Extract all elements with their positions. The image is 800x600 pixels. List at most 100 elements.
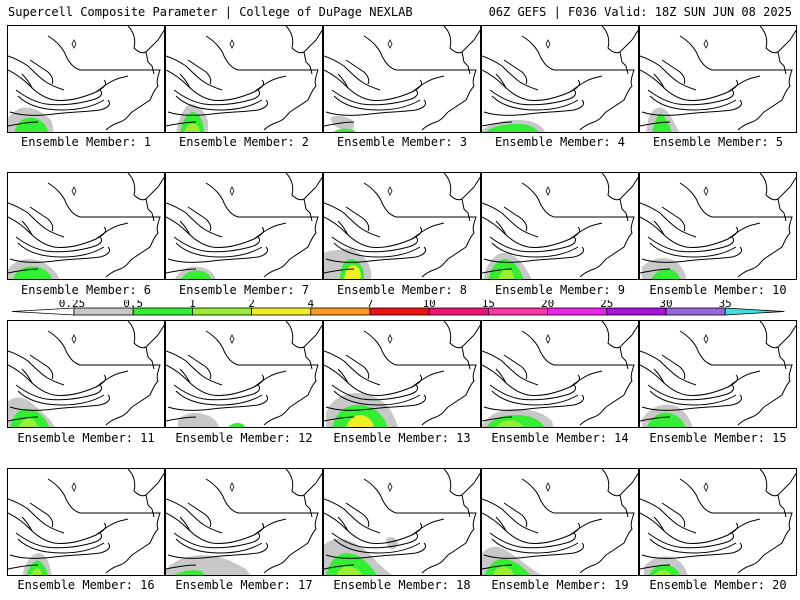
island-marker xyxy=(229,482,235,492)
coastline-border xyxy=(187,206,212,232)
coastline-border xyxy=(345,502,370,528)
coastline-border xyxy=(95,370,129,388)
coastline-border xyxy=(303,494,313,518)
coastline-border xyxy=(521,35,555,71)
coastline-border xyxy=(647,89,735,106)
ensemble-member-label: Ensemble Member: 3 xyxy=(336,135,468,149)
coastline-border xyxy=(303,51,313,75)
ensemble-member-label: Ensemble Member: 7 xyxy=(178,283,310,297)
ensemble-member-label: Ensemble Member: 6 xyxy=(20,283,152,297)
coastline-border xyxy=(411,518,445,536)
coastline-border xyxy=(179,516,191,532)
ensemble-member-label: Ensemble Member: 15 xyxy=(649,431,787,445)
island-marker xyxy=(71,186,77,196)
scale-tick-label: 15 xyxy=(482,300,495,310)
ensemble-map-panel xyxy=(481,172,639,280)
coastline-border xyxy=(47,35,81,71)
ensemble-map-panel xyxy=(165,320,323,428)
coastline-border xyxy=(337,73,349,89)
ensemble-member-label: Ensemble Member: 8 xyxy=(336,283,468,297)
coastline-border xyxy=(238,512,319,556)
island-marker xyxy=(229,39,235,49)
coastline-border xyxy=(324,216,423,248)
scp-contour-fill xyxy=(651,268,680,279)
ensemble-member-label: Ensemble Member: 5 xyxy=(652,135,784,149)
coastline-border xyxy=(411,370,445,388)
coastline-border xyxy=(21,516,33,532)
coastline-border xyxy=(15,236,103,253)
coastline-border xyxy=(482,55,539,91)
coastline-border xyxy=(579,406,607,426)
coastline-border xyxy=(631,176,638,188)
coastline-border xyxy=(8,564,39,570)
ensemble-map-panel xyxy=(481,25,639,133)
coastline-border xyxy=(179,368,191,384)
coastline-border xyxy=(569,370,603,388)
coastline-border xyxy=(640,121,671,127)
scp-map xyxy=(8,321,164,427)
coastline-border xyxy=(396,216,477,260)
coastline-border xyxy=(777,51,787,75)
coastline-border xyxy=(303,346,313,370)
coastline-border xyxy=(661,206,686,232)
coastline-border xyxy=(253,222,287,240)
ensemble-map-panel xyxy=(7,320,165,428)
coastline-border xyxy=(641,246,743,263)
scale-tick-label: 20 xyxy=(541,300,554,310)
coastline-border xyxy=(324,55,381,91)
scp-map xyxy=(166,469,322,575)
coastline-border xyxy=(482,512,581,544)
coastline-border xyxy=(95,75,129,93)
coastline-border xyxy=(647,236,735,253)
coastline-border xyxy=(554,512,635,556)
coastline-border xyxy=(489,236,577,253)
coastline-border xyxy=(324,512,423,544)
coastline-border xyxy=(263,554,291,574)
coastline-border xyxy=(495,73,507,89)
coastline-border xyxy=(569,222,603,240)
scp-contour-fill xyxy=(648,564,680,575)
coastline-border xyxy=(173,532,261,549)
coastline-border xyxy=(421,554,449,574)
coastline-border xyxy=(333,390,421,406)
coastline-border xyxy=(105,111,133,131)
coastline-border xyxy=(173,89,261,106)
coastline-border xyxy=(145,346,155,370)
coastline-border xyxy=(461,51,471,75)
coastline-border xyxy=(333,95,421,111)
coastline-border xyxy=(640,268,671,274)
coastline-border xyxy=(503,206,528,232)
coastline-border xyxy=(495,220,507,236)
coastline-border xyxy=(179,73,191,89)
ensemble-map-panel xyxy=(7,468,165,576)
coastline-border xyxy=(325,246,427,263)
ensemble-map-panel xyxy=(481,468,639,576)
scp-map xyxy=(166,321,322,427)
scp-contour-fill xyxy=(344,265,361,279)
coastline-border xyxy=(649,95,737,111)
ensemble-map-panel xyxy=(323,172,481,280)
coastline-border xyxy=(95,518,129,536)
coastline-border xyxy=(179,220,191,236)
coastline-border xyxy=(554,216,635,260)
coastline-border xyxy=(640,202,697,238)
coastline-border xyxy=(337,368,349,384)
coastline-border xyxy=(15,384,103,401)
island-marker xyxy=(703,482,709,492)
scp-map xyxy=(640,173,796,279)
coastline-border xyxy=(8,55,65,91)
ensemble-map-panel xyxy=(323,320,481,428)
scp-map xyxy=(482,321,638,427)
coastline-border xyxy=(503,502,528,528)
coastline-border xyxy=(649,390,737,406)
scp-contour-fill xyxy=(346,415,374,427)
coastline-border xyxy=(661,59,686,85)
coastline-border xyxy=(8,416,39,422)
scale-color-bin xyxy=(191,307,252,316)
coastline-border xyxy=(491,538,579,554)
coastline-border xyxy=(363,35,397,71)
ensemble-member-label: Ensemble Member: 10 xyxy=(649,283,787,297)
scp-map xyxy=(482,26,638,132)
coastline-border xyxy=(157,29,164,41)
coastline-border xyxy=(421,111,449,131)
